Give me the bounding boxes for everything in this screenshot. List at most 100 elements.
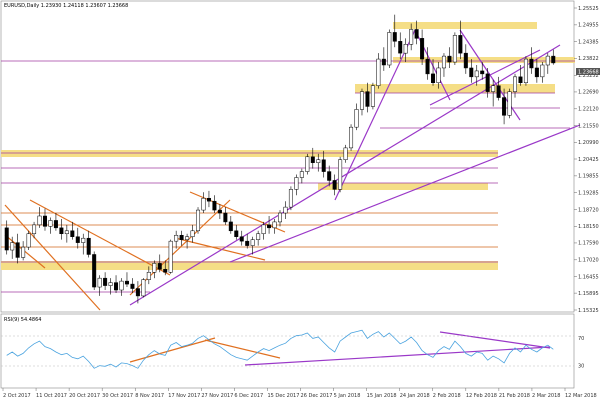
candle <box>458 20 463 60</box>
price-tick-label: 1.18150 <box>578 224 599 230</box>
zone-bottom <box>1 261 498 270</box>
candle <box>381 47 386 71</box>
trendline-purple <box>429 49 541 106</box>
candle <box>168 239 173 274</box>
rsi-trendline-purple <box>244 346 551 366</box>
candle <box>53 213 58 231</box>
candle <box>316 153 321 172</box>
date-tick-label: 30 Oct 2017 <box>102 393 133 399</box>
zone-upper <box>393 57 575 63</box>
price-tick-label: 1.25525 <box>578 6 599 12</box>
candle <box>365 82 370 113</box>
price-tick-label: 1.24385 <box>578 40 599 46</box>
trendline-purple <box>229 124 581 263</box>
price-tick-label: 1.23252 <box>578 73 599 79</box>
rsi-trendline-orange <box>204 339 281 359</box>
candle <box>261 221 266 240</box>
date-tick-label: 2 Feb 2018 <box>433 393 461 399</box>
current-price-tag <box>576 68 600 75</box>
rsi-axis: 70 30 <box>578 336 584 369</box>
candle <box>135 281 140 304</box>
candle <box>469 59 474 83</box>
candle <box>332 174 337 196</box>
candle <box>420 29 425 65</box>
price-axis: 1.25525 1.24955 1.24385 1.23822 1.23252 1.226… <box>574 6 599 314</box>
candle <box>349 124 354 151</box>
candle <box>267 215 272 234</box>
candle <box>343 144 348 163</box>
candle <box>502 88 507 125</box>
candle <box>185 233 190 249</box>
candle <box>86 230 91 258</box>
candle <box>81 233 86 255</box>
zone-top <box>393 22 537 29</box>
zone-middle <box>1 150 498 157</box>
price-tick-label: 1.24955 <box>578 23 599 29</box>
date-tick-label: 20 Oct 2017 <box>69 393 100 399</box>
price-tick-label: 1.15895 <box>578 291 599 297</box>
price-tick-label: 1.17590 <box>578 241 599 247</box>
date-tick-label: 15 Jan 2018 <box>367 393 397 399</box>
candle <box>124 272 129 288</box>
candle <box>474 64 479 86</box>
candle <box>321 150 326 178</box>
candle <box>518 64 523 86</box>
candle <box>278 210 282 227</box>
date-tick-label: 15 Dec 2017 <box>267 393 299 399</box>
candle <box>403 38 408 63</box>
date-tick-label: 26 Dec 2017 <box>301 393 333 399</box>
candle <box>59 218 64 240</box>
price-tick-label: 1.19855 <box>578 174 599 180</box>
candle <box>545 53 550 74</box>
trendline-orange <box>29 199 171 276</box>
candle <box>354 103 359 131</box>
price-tick-label: 1.21550 <box>578 123 599 129</box>
candle <box>376 53 381 89</box>
trendline-orange <box>174 237 266 261</box>
candle <box>250 236 255 255</box>
date-tick-label: 27 Nov 2017 <box>201 393 233 399</box>
candle <box>529 47 534 74</box>
candle <box>299 168 304 184</box>
candle <box>551 49 556 65</box>
candle <box>75 227 80 249</box>
trendline-orange <box>4 204 101 311</box>
date-tick-label: 21 Feb 2018 <box>499 393 530 399</box>
candle <box>114 275 119 293</box>
date-tick-label: 11 Oct 2017 <box>36 393 67 399</box>
candle <box>256 230 261 246</box>
candle <box>223 207 228 225</box>
trendline-orange <box>129 199 231 296</box>
rsi-line <box>6 329 554 369</box>
candle <box>288 186 293 211</box>
candle <box>452 32 457 65</box>
candle <box>92 251 97 291</box>
price-tick-label: 1.22690 <box>578 90 599 96</box>
candle <box>540 62 545 83</box>
candle <box>239 230 244 246</box>
candle <box>431 59 436 86</box>
candle <box>370 82 375 110</box>
candle <box>212 195 217 214</box>
rsi-tick-label: 70 <box>578 336 584 342</box>
candle <box>130 278 135 293</box>
horizontal-levels <box>1 60 575 293</box>
candle <box>141 278 146 298</box>
candle <box>64 224 69 243</box>
candle <box>206 190 211 208</box>
date-tick-label: 12 Feb 2018 <box>466 393 497 399</box>
date-tick-label: 17 Nov 2017 <box>168 393 200 399</box>
zone-mid <box>355 84 555 93</box>
price-tick-label: 1.20990 <box>578 140 599 146</box>
candle <box>305 153 310 175</box>
rsi-layer <box>1 329 574 369</box>
candle <box>48 217 53 234</box>
candle <box>4 220 9 255</box>
candle <box>409 23 414 51</box>
candle <box>283 201 288 219</box>
date-axis: 2 Oct 2017 11 Oct 2017 20 Oct 2017 30 Oct 2… <box>2 388 597 399</box>
candle <box>119 278 124 296</box>
candle <box>201 192 206 214</box>
date-tick-label: 2 Oct 2017 <box>3 393 31 399</box>
